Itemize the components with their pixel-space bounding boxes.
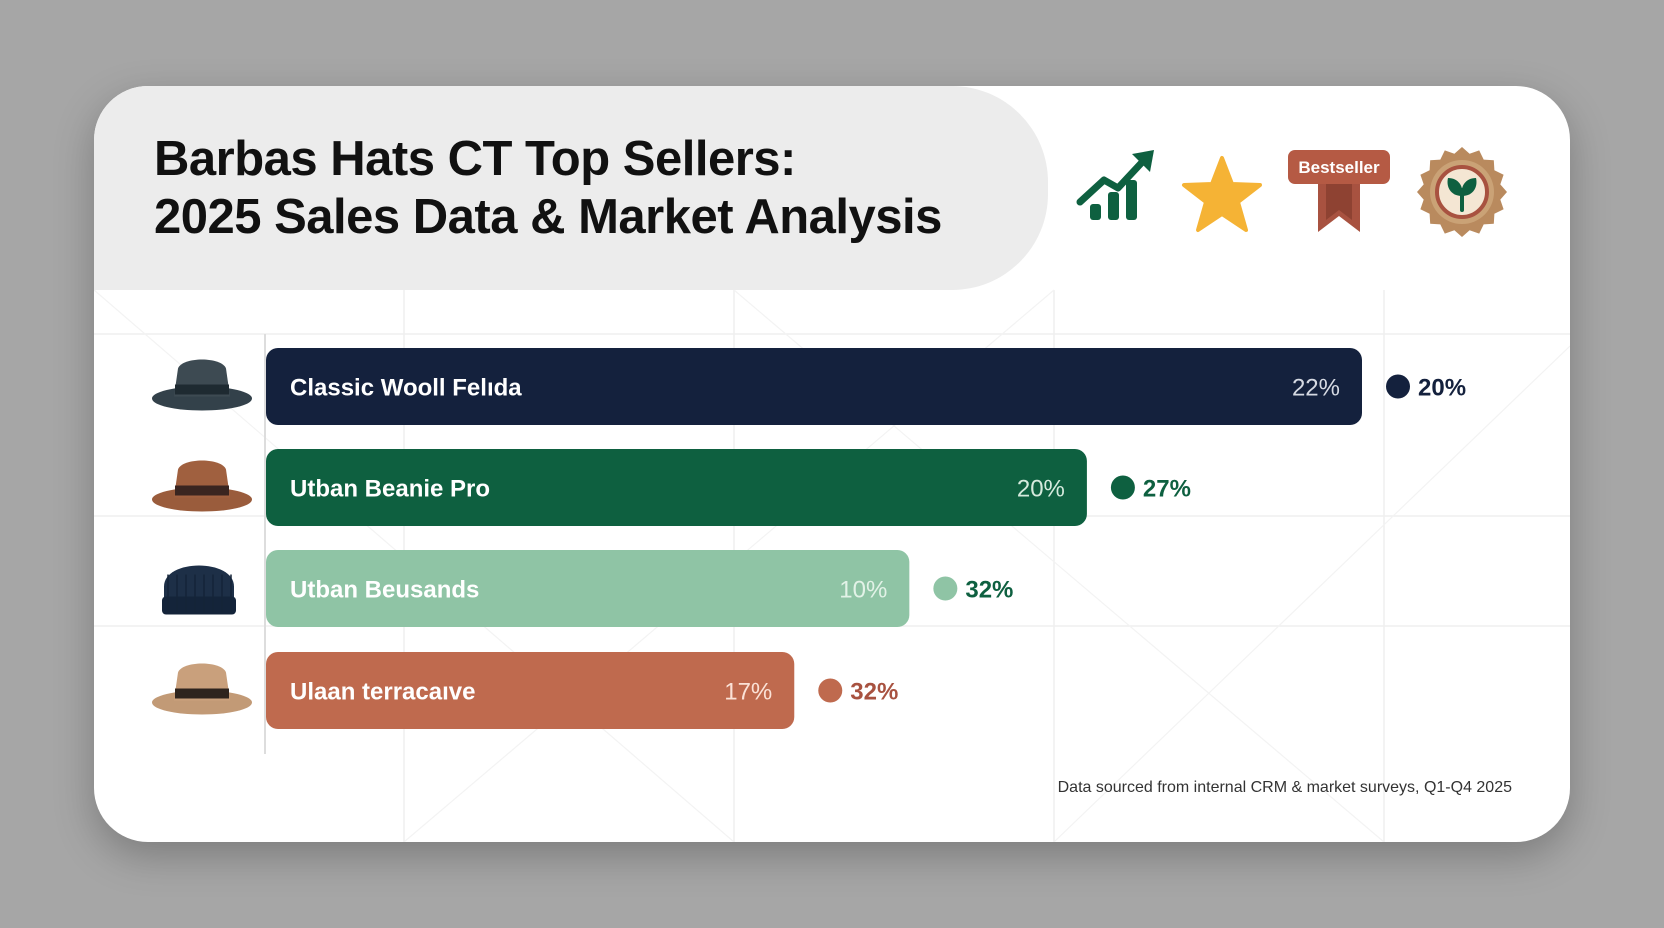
- bar-value-1: 22%: [1292, 375, 1340, 402]
- bar-value-2: 20%: [1017, 476, 1065, 503]
- bar-label-1: Classic Wooll Felıda: [290, 375, 522, 402]
- badge-row: Bestseller: [1074, 146, 1524, 246]
- bar-3: [266, 550, 910, 627]
- bar-2: [266, 449, 1087, 526]
- bar-1: [266, 348, 1362, 425]
- legend-dot-3: [933, 576, 958, 601]
- share-value-3: 32%: [965, 577, 1013, 604]
- share-value-4: 32%: [850, 679, 898, 706]
- tan-fedora-hat-icon: [152, 663, 252, 715]
- bar-value-3: 10%: [839, 577, 887, 604]
- share-value-1: 20%: [1418, 375, 1466, 402]
- fedora-hat-icon: [152, 359, 252, 411]
- infographic-card: Barbas Hats CT Top Sellers: 2025 Sales D…: [94, 86, 1570, 842]
- title-line-2: 2025 Sales Data & Market Analysis: [154, 190, 942, 244]
- legend-dot-2: [1110, 475, 1135, 500]
- title-line-1: Barbas Hats CT Top Sellers:: [154, 132, 796, 186]
- bar-label-3: Utban Beusands: [290, 577, 479, 604]
- bar-label-4: Ulaan terracaıve: [290, 679, 475, 706]
- title-panel: Barbas Hats CT Top Sellers: 2025 Sales D…: [94, 86, 1048, 290]
- bar-value-4: 17%: [724, 679, 772, 706]
- leaf-seal-icon: [1417, 147, 1507, 237]
- brown-fedora-hat-icon: [152, 460, 252, 512]
- beanie-hat-icon: [162, 565, 236, 615]
- bar-4: [266, 652, 795, 729]
- legend-dot-1: [1386, 374, 1410, 399]
- bestseller-label: Bestseller: [1298, 158, 1380, 177]
- sales-bar-chart: Classic Wooll Felıda 22% 20% Utban Beanie P…: [152, 334, 1466, 754]
- growth-chart-icon: [1076, 150, 1154, 220]
- legend-dot-4: [818, 678, 843, 703]
- share-value-2: 27%: [1143, 476, 1191, 503]
- bestseller-badge: Bestseller: [1288, 150, 1390, 232]
- data-source-note: Data sourced from internal CRM & market …: [1057, 779, 1512, 796]
- bar-label-2: Utban Beanie Pro: [290, 476, 490, 503]
- star-icon: [1182, 156, 1262, 232]
- page-title: Barbas Hats CT Top Sellers: 2025 Sales D…: [154, 130, 942, 246]
